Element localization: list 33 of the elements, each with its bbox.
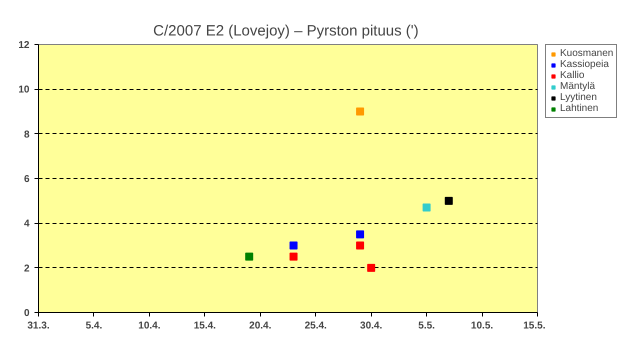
legend-label: Lahtinen (560, 103, 598, 114)
y-tick-label: 0 (24, 308, 30, 319)
point (444, 196, 453, 205)
point (290, 252, 298, 261)
x-tick-label: 10.5. (470, 320, 494, 332)
y-tick-label: 10 (18, 84, 30, 96)
point (367, 264, 376, 272)
x-tick-label: 30.4. (360, 320, 383, 332)
x-tick-label: 15.5. (523, 320, 546, 332)
x-tick-label: 20.4. (249, 320, 272, 332)
x-tick-label: 25.4. (304, 320, 328, 332)
x-tick-label: 5.5. (418, 320, 436, 332)
legend-label: Kassiopeia (560, 59, 609, 70)
chart-title: C/2007 E2 (Lovejoy) – Pyrston pituus (') (153, 22, 419, 40)
y-tick-label: 6 (24, 174, 30, 185)
y-tick-label: 2 (24, 263, 30, 274)
y-tick-label: 12 (18, 40, 30, 51)
legend-label: Kuosmanen (560, 48, 614, 59)
point (422, 204, 431, 212)
point (290, 242, 298, 250)
x-tick-label: 5.4. (86, 320, 103, 332)
x-tick-label: 31.3. (27, 320, 50, 332)
legend-label: Kallio (560, 70, 584, 81)
x-tick-label: 10.4. (138, 320, 161, 332)
point (356, 242, 364, 250)
y-tick-label: 8 (24, 129, 30, 140)
point (245, 252, 254, 261)
point (356, 230, 364, 238)
x-tick-label: 15.4. (194, 320, 216, 332)
y-tick-label: 4 (24, 218, 30, 230)
legend-label: Lyytinen (560, 92, 597, 103)
legend-label: Mäntylä (560, 81, 596, 92)
point (356, 108, 364, 116)
